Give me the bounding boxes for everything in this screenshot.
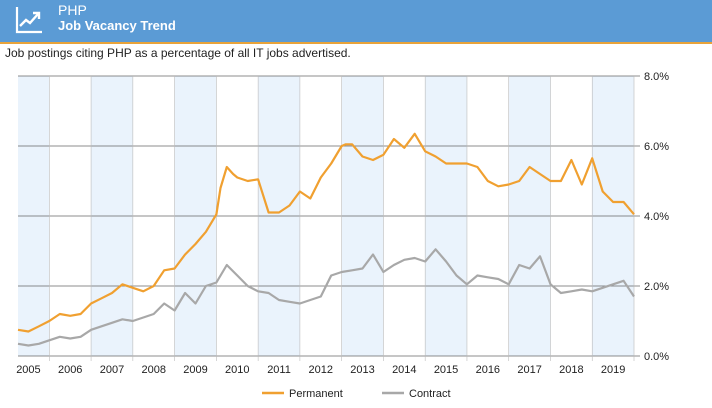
y-tick-label: 2.0%	[644, 281, 669, 293]
page-title: PHP	[58, 2, 87, 18]
x-tick-label: 2007	[100, 364, 124, 376]
y-tick-label: 4.0%	[644, 211, 669, 223]
chart-caption: Job postings citing PHP as a percentage …	[5, 46, 351, 60]
legend-item-permanent: Permanent	[289, 388, 343, 400]
x-tick-label: 2016	[476, 364, 500, 376]
x-axis: 2005 2006 2007 2008 2009 2010 2011 2012 2013 2014…	[16, 364, 625, 376]
x-tick-label: 2012	[309, 364, 333, 376]
x-tick-label: 2008	[141, 364, 165, 376]
x-tick-label: 2009	[183, 364, 207, 376]
y-axis: 0.0% 2.0% 4.0% 6.0% 8.0%	[644, 71, 669, 363]
x-tick-label: 2019	[601, 364, 625, 376]
x-tick-label: 2013	[350, 364, 374, 376]
series-line-contract	[17, 248, 635, 347]
y-tick-label: 8.0%	[644, 71, 669, 83]
x-tick-label: 2017	[517, 364, 541, 376]
x-tick-label: 2018	[559, 364, 583, 376]
x-tick-label: 2011	[267, 364, 291, 376]
y-tick-label: 6.0%	[644, 141, 669, 153]
y-tick-label: 0.0%	[644, 351, 669, 363]
series-line-permanent	[17, 132, 635, 333]
header-bar: PHP Job Vacancy Trend	[0, 0, 712, 44]
x-tick-label: 2005	[16, 364, 40, 376]
x-tick-label: 2006	[58, 364, 82, 376]
x-tick-label: 2014	[392, 364, 416, 376]
x-tick-label: 2010	[225, 364, 249, 376]
trend-line-icon	[15, 7, 42, 34]
x-tick-label: 2015	[434, 364, 458, 376]
legend: Permanent Contract	[262, 388, 451, 400]
page-subtitle: Job Vacancy Trend	[58, 18, 176, 33]
series-lines	[17, 132, 635, 347]
legend-item-contract: Contract	[409, 388, 451, 400]
